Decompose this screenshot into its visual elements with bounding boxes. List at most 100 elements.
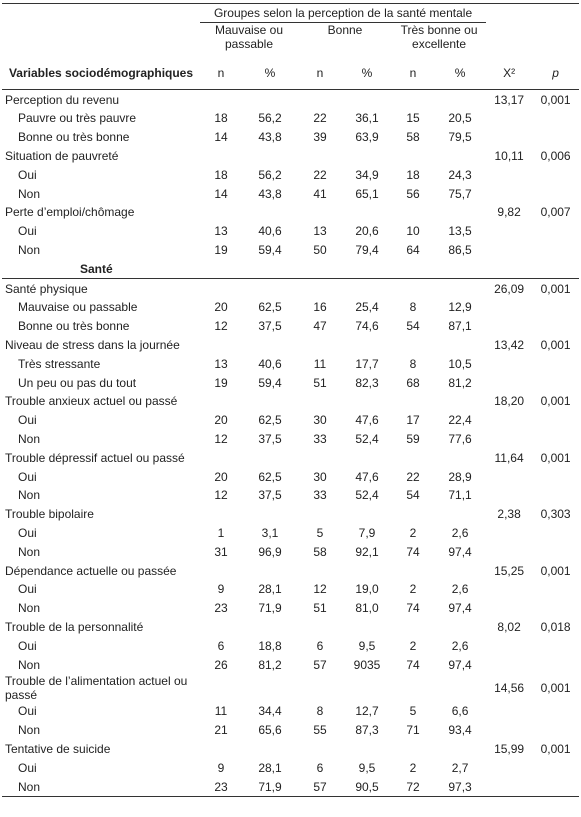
empty-cell (242, 336, 298, 355)
cell-value: 12 (313, 582, 327, 597)
cell-value: 58 (406, 130, 420, 145)
empty-cell (434, 674, 486, 702)
cell-value: 87,3 (355, 723, 379, 738)
variable-label: Situation de pauvreté (5, 149, 119, 164)
cell-value: 12,7 (355, 704, 379, 719)
empty-cell (342, 279, 392, 298)
cell-value: 63,9 (355, 130, 379, 145)
variable-row: Perte d’emploi/chômage 9,82 0,007 (2, 203, 579, 222)
empty-cell (486, 411, 532, 430)
cell-value: 79,5 (448, 130, 472, 145)
empty-cell (532, 23, 579, 58)
empty-cell (298, 561, 342, 580)
cell-value: 28,1 (258, 582, 282, 597)
empty-cell (242, 505, 298, 524)
category-row: Non 26 81,2 57 9035 74 97,4 (2, 655, 579, 674)
chi2-value: 10,11 (494, 149, 524, 164)
empty-cell (342, 448, 392, 467)
empty-cell (532, 758, 579, 777)
p-value: 0,001 (540, 563, 571, 578)
cell-value: 13 (214, 356, 228, 371)
cell-value: 12 (214, 432, 228, 447)
chi2-value: 14,56 (494, 681, 525, 695)
empty-cell (392, 392, 434, 411)
cell-value: 65,1 (355, 186, 379, 201)
cell-value: 13 (313, 224, 327, 239)
cell-value: 20 (214, 300, 228, 315)
category-row: Oui 20 62,5 30 47,6 22 28,9 (2, 467, 579, 486)
category-row: Oui 9 28,1 6 9,5 2 2,7 (2, 758, 579, 777)
category-row: Très stressante 13 40,6 11 17,7 8 10,5 (2, 354, 579, 373)
empty-cell (200, 505, 242, 524)
empty-cell (392, 505, 434, 524)
chi2-value: 13,42 (494, 338, 525, 353)
cell-value: 11 (313, 356, 327, 371)
empty-cell (532, 636, 579, 655)
chi2-value: 26,09 (494, 281, 525, 296)
chi2-value: 15,99 (494, 741, 525, 756)
variable-label: Niveau de stress dans la journée (5, 338, 180, 353)
empty-cell (486, 128, 532, 147)
chi2-value: 15,25 (494, 563, 525, 578)
variable-label: Trouble de l’alimentation actuel ou pass… (5, 674, 188, 702)
empty-cell (342, 203, 392, 222)
cell-value: 51 (313, 601, 327, 616)
cell-value: 56,2 (258, 111, 282, 126)
variable-row: Situation de pauvreté 10,11 0,006 (2, 147, 579, 166)
column-label: % (242, 57, 298, 91)
empty-cell (2, 2, 200, 23)
category-label: Non (18, 186, 41, 201)
empty-cell (342, 618, 392, 637)
cell-value: 57 (298, 777, 342, 797)
empty-cell (532, 298, 579, 317)
cell-value: 50 (313, 243, 327, 258)
header-row: Variables sociodémographiques n % n % n … (2, 57, 580, 91)
cell-value: 6 (316, 760, 324, 775)
group-name: Très bonne ou excellente (400, 23, 478, 52)
cell-value: 2,6 (451, 582, 469, 597)
empty-cell (200, 392, 242, 411)
category-label: Oui (18, 704, 37, 719)
table-block: Perception du revenu 13,17 0,001 Pauvre ou … (2, 90, 579, 260)
cell-value: 17,7 (355, 356, 379, 371)
empty-cell (486, 354, 532, 373)
table-block: Santé Santé physique 26,09 0,001 Mauvaise ou… (2, 259, 580, 797)
empty-cell (392, 448, 434, 467)
p-value: 0,001 (540, 741, 571, 756)
group-name: Bonne (327, 23, 363, 38)
empty-cell (242, 279, 298, 298)
cell-value: 72 (392, 777, 434, 797)
chi2-value: 11,64 (494, 450, 524, 465)
empty-cell (532, 2, 580, 23)
cell-value: 1 (217, 526, 225, 541)
cell-value: 22 (313, 167, 327, 182)
cell-value: 90,5 (342, 777, 392, 797)
cell-value: 41 (313, 186, 327, 201)
cell-value: 22 (406, 469, 420, 484)
cell-value: 18 (214, 167, 228, 182)
category-label: Très stressante (18, 356, 101, 371)
category-label: Oui (18, 224, 37, 239)
cell-value: 75,7 (448, 186, 472, 201)
empty-cell (486, 298, 532, 317)
variable-row: Trouble anxieux actuel ou passé 18,20 0,00… (2, 392, 579, 411)
cell-value: 87,1 (448, 319, 472, 334)
empty-cell (392, 336, 434, 355)
empty-cell (392, 90, 434, 109)
category-row: Non 21 65,6 55 87,3 71 93,4 (2, 721, 579, 740)
cell-value: 97,4 (448, 544, 472, 559)
empty-cell (242, 448, 298, 467)
cell-value: 9,5 (358, 760, 376, 775)
empty-cell (486, 467, 532, 486)
empty-cell (532, 373, 579, 392)
group-title: Groupes selon la perception de la santé … (200, 2, 487, 24)
table-header: Groupes selon la perception de la santé … (2, 2, 580, 91)
empty-cell (532, 430, 579, 449)
cell-value: 2 (409, 526, 417, 541)
empty-cell (200, 336, 242, 355)
empty-cell (486, 777, 533, 797)
variables-label: Variables sociodémographiques (2, 57, 200, 91)
cell-value: 33 (313, 432, 327, 447)
cell-value: 20,6 (355, 224, 379, 239)
empty-cell (392, 674, 434, 702)
